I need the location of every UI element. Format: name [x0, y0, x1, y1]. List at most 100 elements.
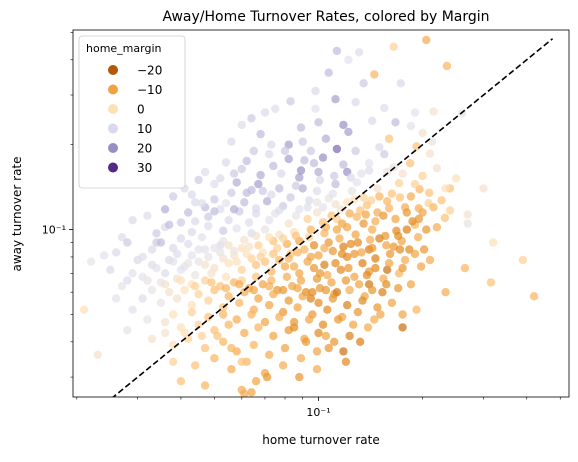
scatter-point	[187, 190, 196, 199]
scatter-point	[394, 179, 404, 188]
scatter-point	[321, 331, 331, 341]
scatter-point	[334, 315, 343, 324]
scatter-point	[339, 347, 348, 356]
scatter-point	[328, 294, 337, 303]
scatter-point	[308, 288, 317, 297]
scatter-point	[176, 234, 186, 243]
scatter-point	[247, 310, 256, 319]
scatter-point	[410, 108, 420, 117]
scatter-point	[254, 241, 263, 250]
scatter-point	[221, 199, 231, 208]
scatter-point	[324, 343, 333, 353]
scatter-point	[100, 251, 109, 260]
scatter-point	[210, 354, 219, 363]
scatter-point	[123, 238, 132, 247]
scatter-point	[361, 210, 370, 219]
scatter-point	[227, 188, 236, 197]
scatter-point	[331, 259, 340, 268]
scatter-point	[260, 225, 270, 234]
scatter-point	[254, 323, 263, 332]
scatter-point	[314, 298, 323, 307]
scatter-point	[383, 265, 392, 274]
scatter-point	[396, 79, 405, 88]
scatter-point	[210, 243, 219, 253]
scatter-point	[256, 129, 265, 139]
scatter-point	[303, 203, 312, 212]
legend-item: 30	[108, 161, 152, 175]
legend-label: 10	[137, 122, 152, 136]
scatter-point	[320, 243, 329, 253]
scatter-point	[339, 242, 348, 251]
scatter-point	[267, 140, 276, 149]
scatter-point	[332, 46, 342, 56]
scatter-point	[249, 340, 258, 350]
scatter-point	[291, 231, 301, 241]
scatter-point	[128, 269, 137, 278]
scatter-point	[244, 218, 254, 227]
scatter-point	[345, 209, 354, 218]
legend-label: 20	[137, 142, 152, 156]
scatter-point	[200, 343, 210, 353]
scatter-point	[269, 161, 278, 171]
scatter-point	[180, 328, 189, 338]
scatter-point	[315, 269, 325, 278]
scatter-point	[306, 225, 315, 234]
scatter-point	[314, 251, 323, 260]
scatter-point	[284, 154, 293, 164]
legend-marker	[108, 84, 118, 95]
scatter-point	[432, 223, 442, 232]
scatter-point	[382, 280, 391, 289]
scatter-point	[367, 196, 376, 205]
scatter-point	[460, 263, 470, 273]
scatter-point	[463, 210, 472, 219]
scatter-point	[265, 150, 274, 159]
scatter-point	[282, 272, 292, 281]
scatter-point	[143, 211, 152, 220]
scatter-point	[229, 169, 239, 178]
scatter-point	[191, 361, 200, 370]
scatter-point	[227, 137, 236, 146]
scatter-point	[368, 116, 377, 126]
scatter-point	[269, 331, 278, 341]
scatter-point	[295, 269, 304, 278]
scatter-point	[344, 263, 353, 273]
scatter-point	[305, 315, 314, 324]
scatter-point	[341, 357, 351, 366]
scatter-point	[479, 184, 488, 193]
scatter-point	[265, 216, 274, 225]
scatter-point	[293, 284, 302, 293]
scatter-point	[321, 285, 331, 295]
scatter-point	[353, 238, 363, 247]
scatter-point	[194, 175, 203, 185]
scatter-point	[251, 260, 261, 269]
scatter-point	[138, 252, 147, 262]
scatter-point	[387, 189, 397, 198]
scatter-point	[293, 248, 302, 257]
scatter-point	[152, 263, 161, 273]
scatter-point	[191, 282, 200, 291]
scatter-point	[320, 260, 329, 269]
scatter-point	[240, 198, 249, 207]
scatter-point	[224, 216, 233, 225]
scatter-point	[384, 134, 394, 143]
scatter-point	[117, 233, 127, 242]
reference-line-layer	[112, 38, 554, 397]
legend-item: 20	[108, 142, 152, 156]
scatter-point	[309, 263, 319, 273]
scatter-point	[172, 294, 182, 303]
scatter-point	[371, 254, 380, 263]
scatter-point	[376, 310, 385, 319]
scatter-point	[117, 282, 127, 291]
scatter-point	[240, 389, 249, 397]
scatter-point	[432, 164, 442, 173]
scatter-point	[260, 317, 270, 327]
scatter-point	[351, 146, 360, 156]
scatter-point	[429, 107, 438, 116]
scatter-point	[176, 265, 186, 274]
scatter-point	[441, 184, 450, 193]
scatter-point	[352, 178, 361, 187]
scatter-point	[375, 143, 384, 152]
scatter-point	[254, 179, 263, 189]
scatter-point	[429, 203, 438, 212]
scatter-point	[184, 259, 193, 268]
